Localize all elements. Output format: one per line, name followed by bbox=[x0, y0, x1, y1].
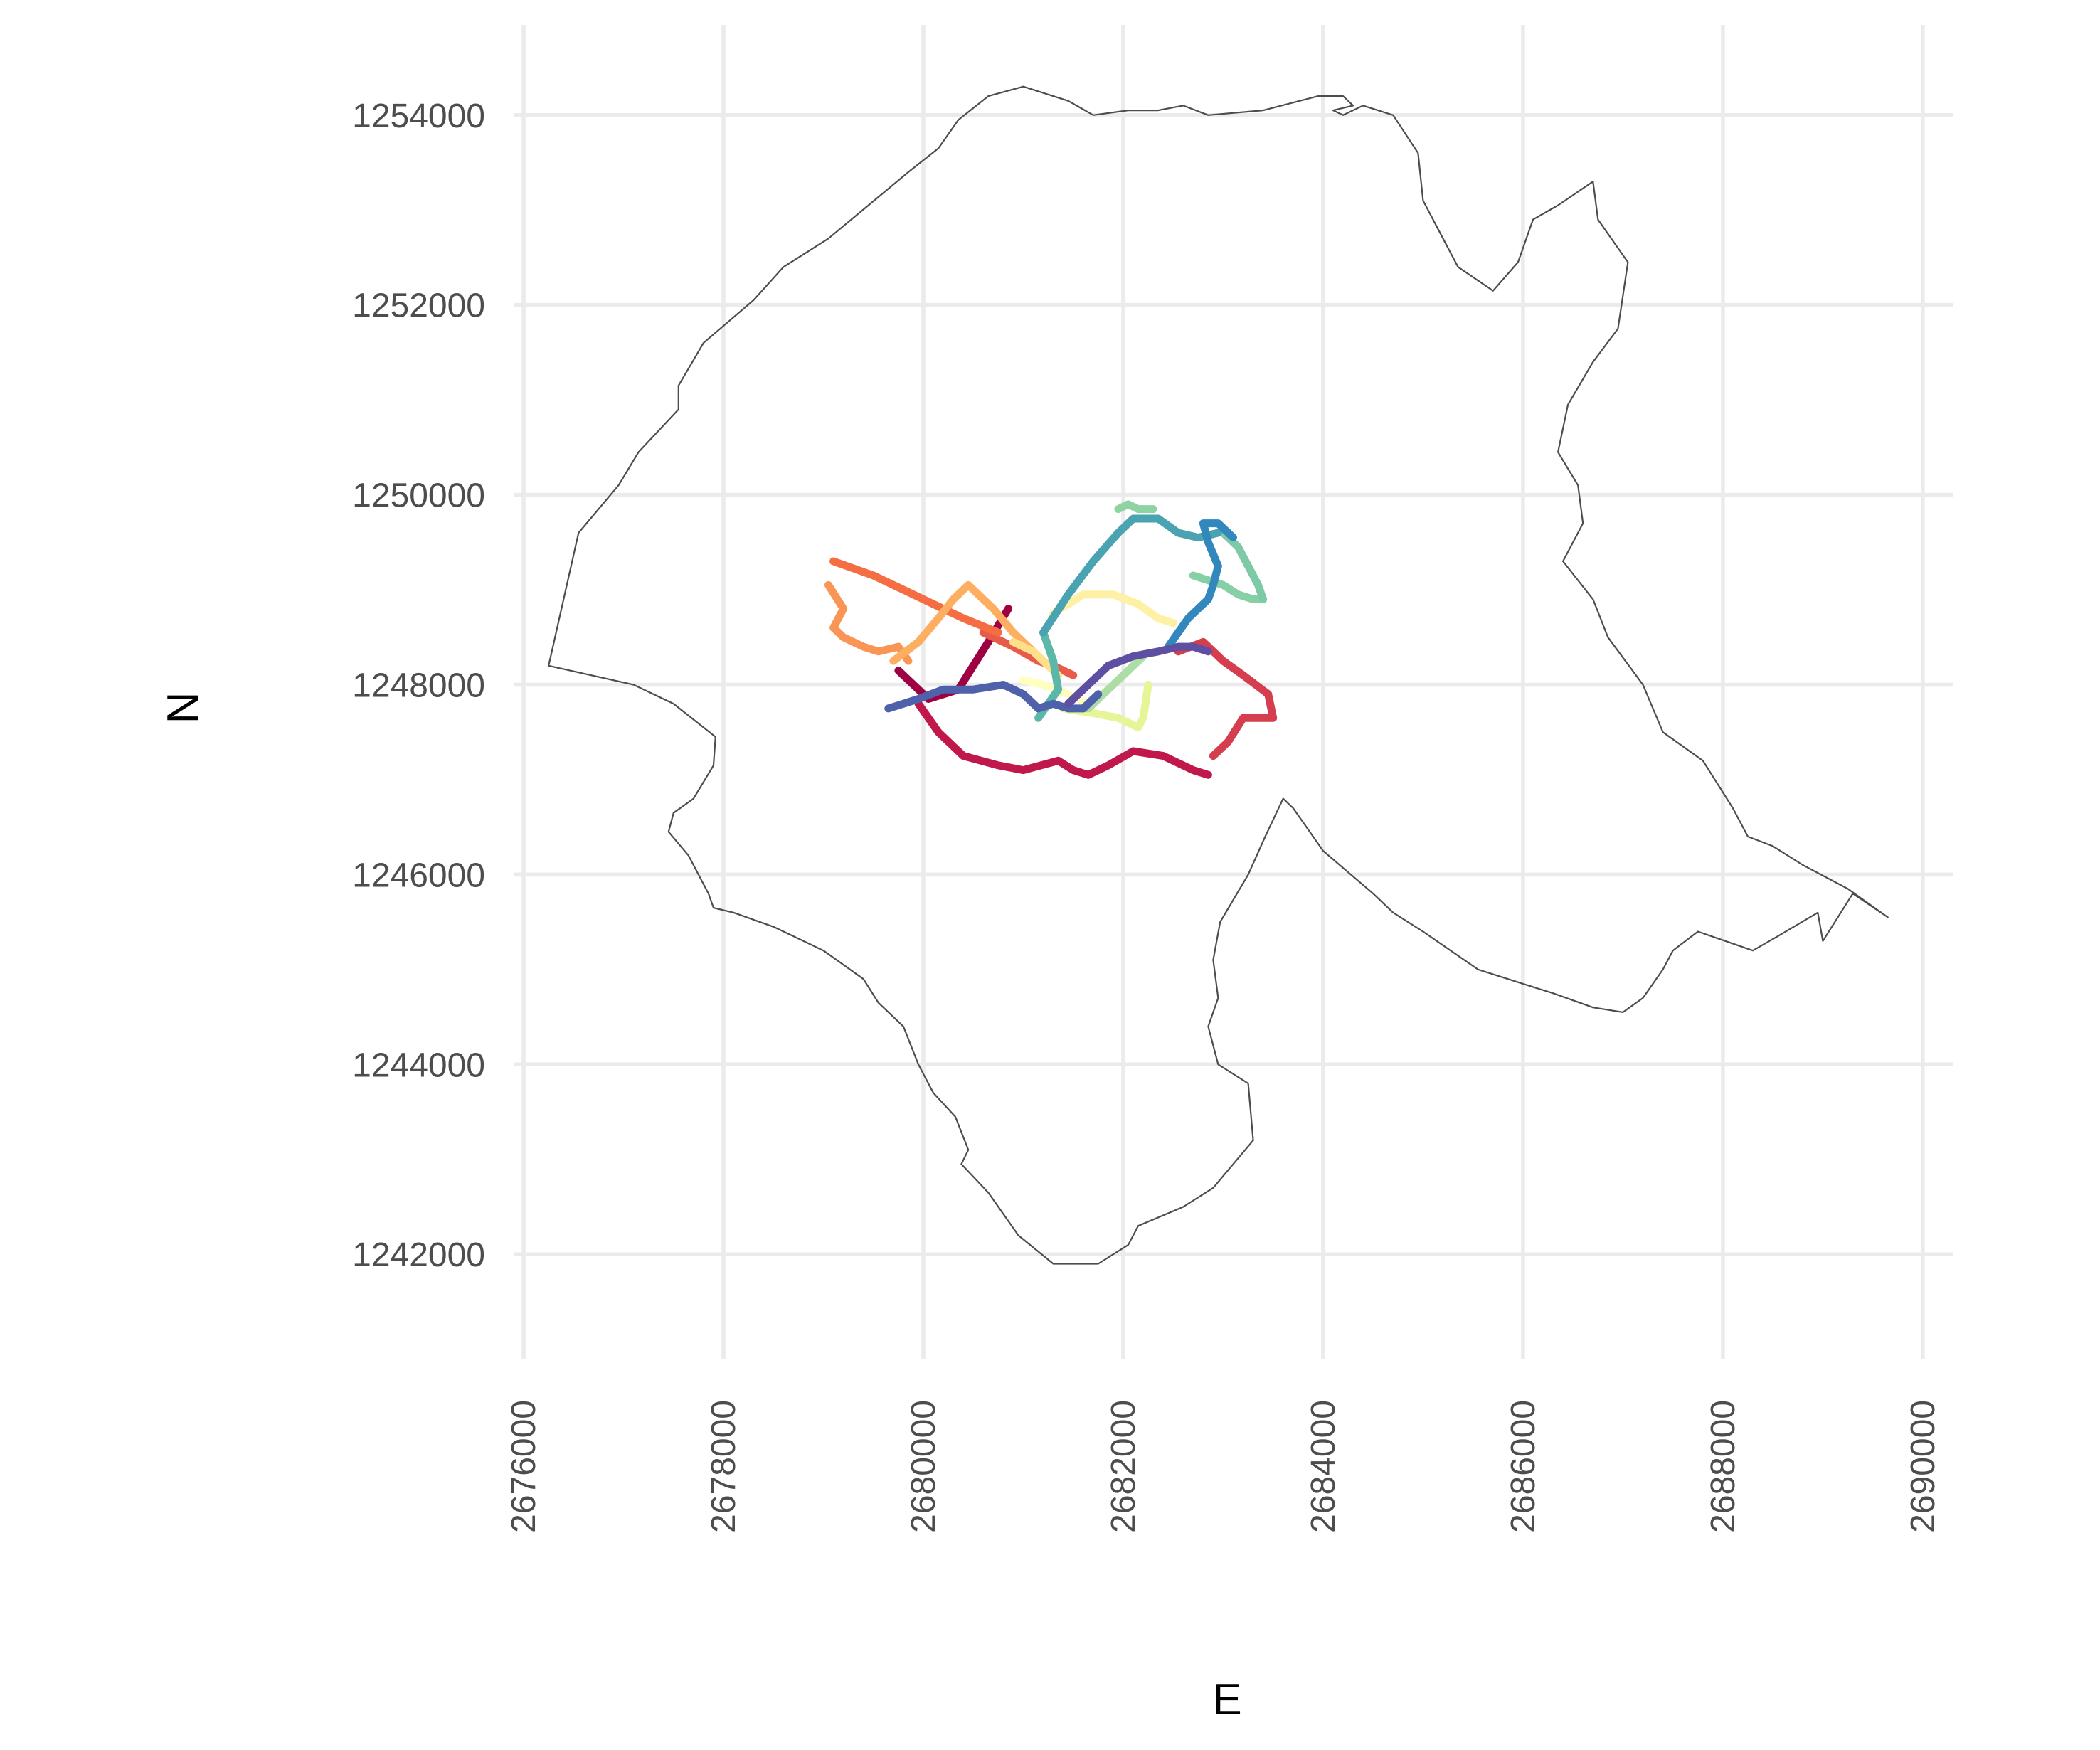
route-track-6 bbox=[889, 580, 1037, 665]
boundary-outline bbox=[548, 85, 1889, 1265]
route-track-18 bbox=[884, 681, 1103, 713]
y-tick-label: 1252000 bbox=[352, 287, 485, 325]
x-tick-label: 2688000 bbox=[1704, 1400, 1742, 1533]
x-axis-tick-labels: 2676000 2678000 2680000 2682000 2684000 26860… bbox=[505, 1400, 1942, 1533]
x-tick-label: 2686000 bbox=[1505, 1400, 1542, 1533]
route-track-19 bbox=[1064, 642, 1212, 708]
x-axis-title: E bbox=[1212, 1675, 1241, 1724]
x-tick-label: 2680000 bbox=[905, 1400, 943, 1533]
x-tick-label: 2678000 bbox=[705, 1400, 743, 1533]
y-axis-tick-labels: 1242000 1244000 1246000 1248000 1250000 12520… bbox=[352, 97, 485, 1274]
route-track-3 bbox=[979, 628, 1078, 679]
route-track-4 bbox=[829, 557, 1002, 637]
y-tick-label: 1250000 bbox=[352, 477, 485, 515]
route-track-13 bbox=[1114, 500, 1157, 514]
route-track-17 bbox=[1164, 519, 1237, 651]
y-tick-label: 1242000 bbox=[352, 1236, 485, 1274]
grid-lines bbox=[514, 25, 1953, 1359]
route-track-8 bbox=[1049, 590, 1177, 627]
municipal-boundary bbox=[548, 85, 1889, 1265]
route-track-16 bbox=[1039, 514, 1222, 637]
x-tick-label: 2684000 bbox=[1305, 1400, 1342, 1533]
route-tracks bbox=[824, 500, 1278, 779]
x-tick-label: 2690000 bbox=[1904, 1400, 1942, 1533]
x-tick-label: 2682000 bbox=[1105, 1400, 1142, 1533]
y-tick-label: 1246000 bbox=[352, 857, 485, 894]
y-tick-label: 1244000 bbox=[352, 1046, 485, 1084]
route-track-14 bbox=[1219, 529, 1268, 603]
x-tick-label: 2676000 bbox=[505, 1400, 543, 1533]
y-axis-title: N bbox=[159, 692, 208, 724]
route-track-5 bbox=[824, 580, 913, 665]
y-tick-label: 1248000 bbox=[352, 667, 485, 705]
route-track-1 bbox=[914, 699, 1212, 779]
route-track-2 bbox=[1174, 637, 1278, 760]
y-tick-label: 1254000 bbox=[352, 97, 485, 135]
